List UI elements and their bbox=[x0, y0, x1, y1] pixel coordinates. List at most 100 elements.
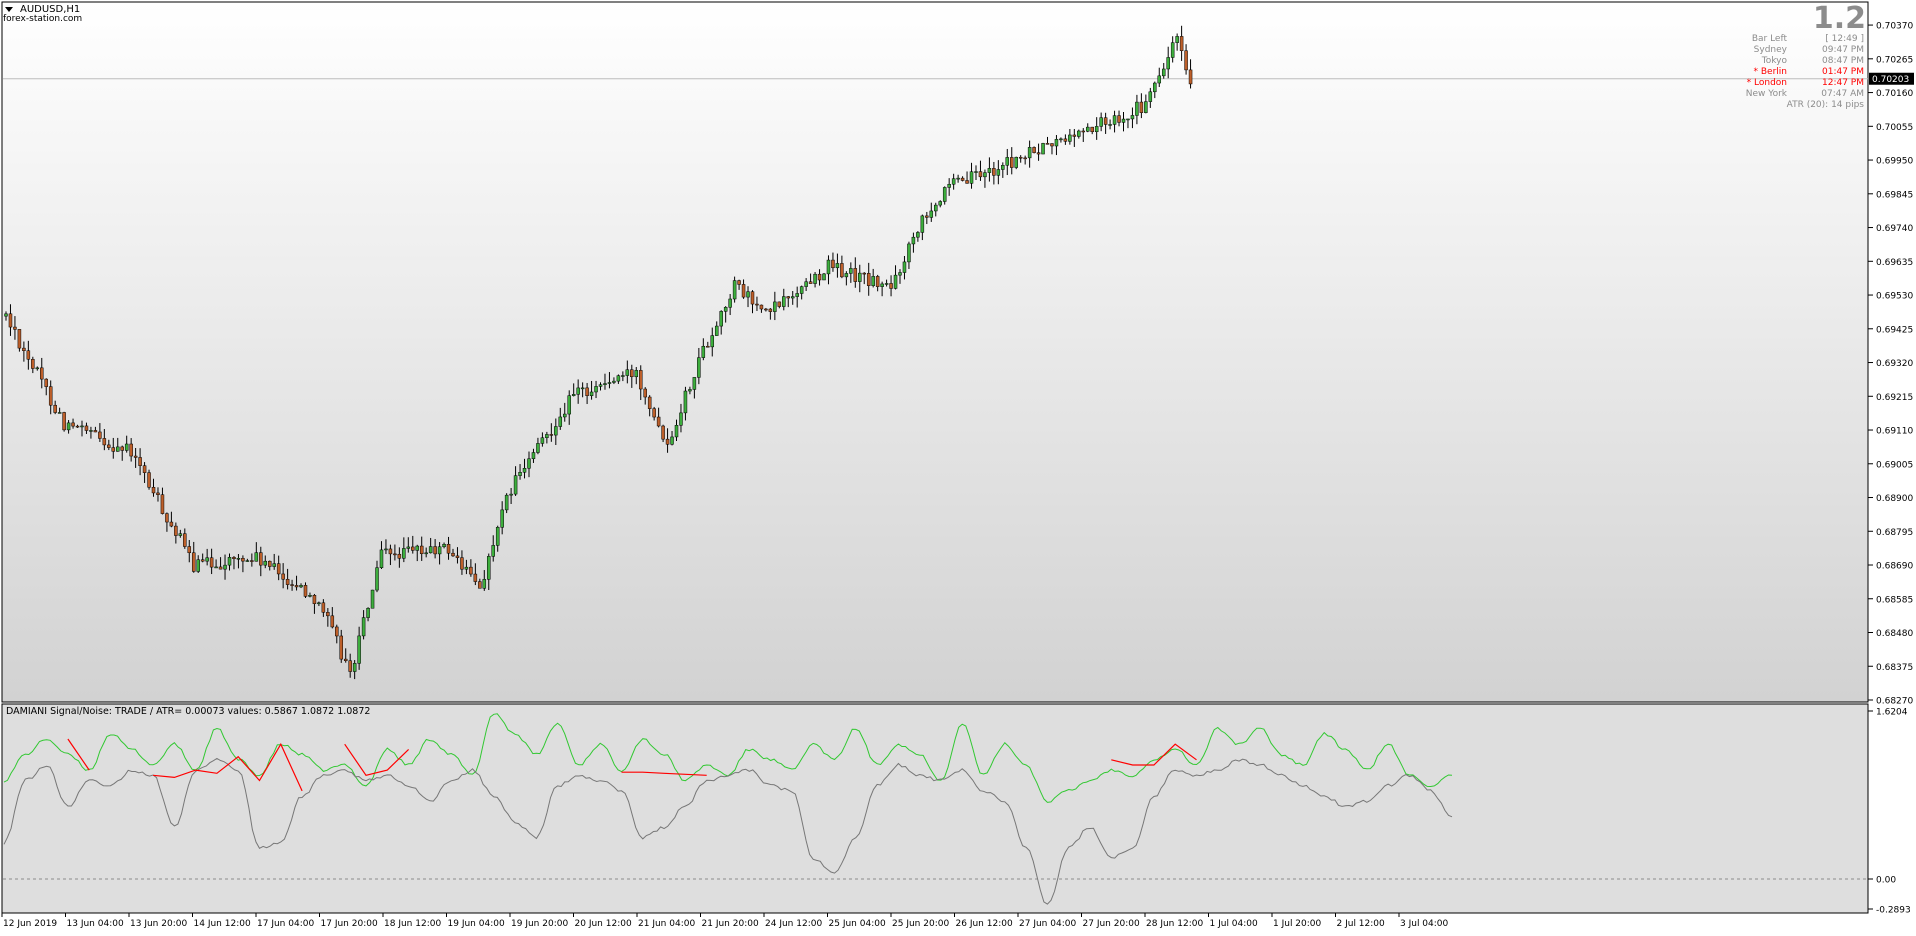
candle-body bbox=[799, 286, 804, 294]
candle bbox=[227, 553, 232, 571]
candle-body bbox=[259, 552, 263, 566]
candle-body bbox=[361, 617, 366, 637]
candle bbox=[53, 400, 57, 415]
candle bbox=[1090, 126, 1094, 135]
candle-body bbox=[1130, 115, 1135, 120]
candle-body bbox=[773, 301, 777, 312]
candle bbox=[326, 608, 330, 627]
candle bbox=[111, 437, 116, 459]
candle-body bbox=[384, 548, 388, 551]
candle-body bbox=[205, 557, 209, 562]
candle bbox=[129, 438, 133, 462]
candle bbox=[701, 338, 706, 361]
candle bbox=[840, 255, 844, 279]
candle-body bbox=[947, 183, 951, 188]
candle bbox=[1005, 148, 1010, 176]
candle bbox=[1072, 128, 1077, 147]
price-tick-label: 0.68795 bbox=[1876, 528, 1913, 538]
trigger-line-segment bbox=[67, 738, 90, 771]
candle bbox=[911, 232, 916, 253]
candle bbox=[263, 555, 268, 569]
candle bbox=[554, 418, 558, 446]
candle-body bbox=[1045, 143, 1050, 145]
candle bbox=[875, 274, 880, 292]
candle-body bbox=[326, 612, 330, 617]
candle bbox=[674, 419, 679, 441]
candle bbox=[1068, 129, 1072, 145]
candle-body bbox=[1001, 165, 1005, 170]
candle bbox=[397, 547, 402, 568]
candle bbox=[455, 547, 460, 564]
candle bbox=[62, 411, 66, 432]
candle bbox=[393, 544, 397, 561]
candle-body bbox=[93, 430, 98, 433]
candle bbox=[93, 426, 98, 433]
candle bbox=[589, 380, 594, 400]
candle bbox=[925, 211, 929, 225]
candle bbox=[1059, 137, 1063, 143]
candle bbox=[156, 487, 160, 502]
candle-body bbox=[419, 545, 424, 555]
candle bbox=[1014, 156, 1018, 170]
candle bbox=[469, 559, 473, 577]
candle-body bbox=[232, 557, 236, 560]
candle bbox=[40, 357, 44, 389]
candle bbox=[491, 535, 495, 562]
session-value: 12:47 PM bbox=[1822, 78, 1864, 88]
candle bbox=[361, 610, 366, 640]
candle-body bbox=[62, 412, 66, 431]
candle bbox=[13, 316, 17, 340]
candle bbox=[411, 535, 415, 554]
candle-body bbox=[992, 168, 996, 176]
candle-body bbox=[1032, 147, 1036, 153]
time-tick-label: 12 Jun 2019 bbox=[3, 919, 57, 929]
candle-body bbox=[853, 268, 858, 282]
candle bbox=[902, 256, 907, 280]
candle-body bbox=[1041, 143, 1045, 155]
price-tick-label: 0.68270 bbox=[1876, 697, 1913, 707]
candle bbox=[1157, 67, 1162, 88]
time-tick-label: 26 Jun 12:00 bbox=[956, 919, 1013, 929]
candle bbox=[1117, 110, 1121, 127]
candle bbox=[267, 560, 272, 571]
price-tick-label: 0.68480 bbox=[1876, 629, 1913, 639]
candle bbox=[451, 548, 455, 557]
candle-body bbox=[236, 558, 241, 560]
candle bbox=[299, 583, 303, 589]
candle bbox=[165, 512, 169, 532]
candle bbox=[1027, 140, 1032, 168]
price-panel-background bbox=[1, 1, 1869, 703]
price-tick-label: 0.69845 bbox=[1876, 190, 1913, 200]
candle-body bbox=[455, 555, 460, 558]
candle bbox=[196, 555, 200, 573]
candle-body bbox=[218, 566, 223, 570]
time-tick-label: 27 Jun 04:00 bbox=[1019, 919, 1076, 929]
candle-body bbox=[276, 563, 281, 575]
candle bbox=[786, 296, 790, 308]
indicator-title: DAMIANI Signal/Noise: TRADE / ATR= 0.000… bbox=[6, 706, 371, 717]
session-row: New York 07:47 AM bbox=[1666, 89, 1866, 100]
candle-body bbox=[1175, 36, 1179, 43]
candle-body bbox=[1184, 50, 1188, 71]
candle bbox=[942, 186, 947, 205]
chart-menu-arrow-icon[interactable] bbox=[4, 6, 14, 14]
trigger-line-segment bbox=[344, 743, 410, 776]
symbol-title: AUDUSD,H1 bbox=[20, 4, 81, 15]
candle bbox=[1135, 94, 1139, 125]
candle-body bbox=[889, 283, 893, 289]
candle-body bbox=[343, 658, 348, 662]
current-price-label: 0.70203 bbox=[1872, 75, 1909, 85]
candle bbox=[142, 462, 147, 483]
candle bbox=[415, 544, 419, 562]
candle bbox=[983, 169, 987, 188]
candle-body bbox=[267, 560, 272, 567]
candle-body bbox=[674, 425, 679, 438]
session-value: 09:47 PM bbox=[1822, 45, 1864, 55]
candle bbox=[357, 626, 361, 670]
candle bbox=[540, 432, 545, 447]
price-tick-label: 0.69530 bbox=[1876, 292, 1913, 302]
candle-body bbox=[835, 263, 840, 269]
candle-body bbox=[491, 545, 495, 557]
candle-body bbox=[567, 395, 571, 415]
candle-body bbox=[442, 543, 446, 548]
